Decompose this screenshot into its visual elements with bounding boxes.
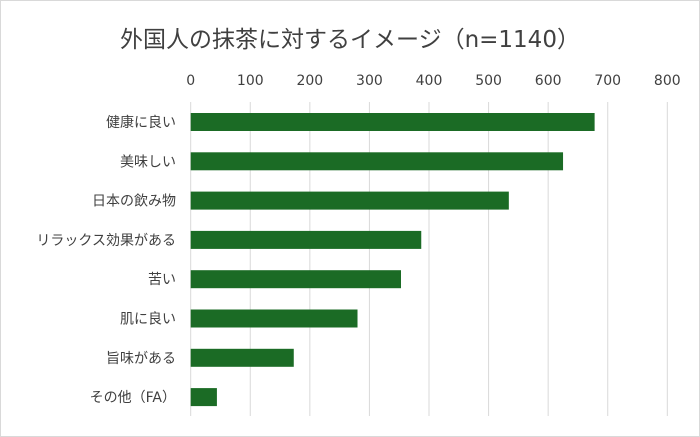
bar <box>190 309 358 328</box>
chart-title: 外国人の抹茶に対するイメージ（n=1140） <box>120 27 580 53</box>
x-tick-label: 400 <box>416 73 443 89</box>
bar <box>190 152 564 171</box>
category-label: 日本の飲み物 <box>92 194 176 210</box>
bar <box>190 388 217 407</box>
bar <box>190 191 509 210</box>
bar <box>190 113 595 131</box>
category-label: 旨味がある <box>106 351 176 367</box>
bar <box>190 270 401 289</box>
bar <box>190 230 422 249</box>
bar <box>190 348 294 367</box>
x-tick-label: 100 <box>237 73 264 89</box>
x-tick-label: 600 <box>535 73 562 89</box>
x-tick-label: 800 <box>654 73 681 89</box>
x-tick-label: 300 <box>356 73 383 89</box>
category-label: 肌に良い <box>120 312 176 328</box>
category-label: 健康に良い <box>106 114 176 131</box>
x-tick-label: 200 <box>296 73 323 89</box>
x-tick-label: 0 <box>186 73 195 89</box>
category-label: その他（FA） <box>90 390 176 406</box>
x-tick-label: 700 <box>594 73 621 89</box>
category-label: 美味しい <box>120 154 176 170</box>
category-label: 苦い <box>148 272 176 288</box>
category-label: リラックス効果がある <box>36 233 176 249</box>
x-tick-label: 500 <box>475 73 502 89</box>
